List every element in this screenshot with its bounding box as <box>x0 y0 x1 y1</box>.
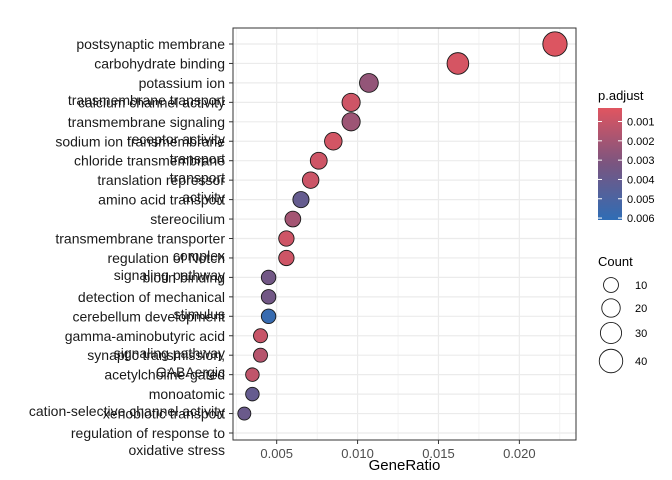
y-tick-label: transmembrane transporter complex <box>55 231 225 264</box>
data-point <box>292 191 310 209</box>
y-tick-label: potassium ion transmembrane transport <box>68 75 225 108</box>
data-point <box>278 230 295 247</box>
size-legend-circle <box>603 277 619 293</box>
size-legend-label: 20 <box>635 303 647 315</box>
y-tick-label: regulation of Notch signaling pathway <box>107 250 225 283</box>
x-axis: 0.005 0.010 0.015 0.020 <box>260 440 536 461</box>
y-tick-label: synaptic transmission, GABAergic <box>87 347 225 380</box>
y-tick-label: translation repressor activity <box>97 172 225 205</box>
panel-border <box>232 27 577 441</box>
data-point <box>278 249 295 267</box>
y-tick-label: chloride transmembrane transport <box>74 153 225 186</box>
x-tick-label: 0.010 <box>341 446 374 461</box>
y-tick-label: calcium channel activity <box>78 94 225 110</box>
data-point <box>341 112 361 132</box>
size-legend-label: 10 <box>635 280 647 292</box>
y-tick-label: monoatomic cation-selective channel activ… <box>29 386 225 419</box>
y-tick-label: biotin binding <box>142 269 225 285</box>
data-point <box>245 367 260 382</box>
data-point <box>260 289 277 305</box>
data-point <box>253 328 268 344</box>
y-tick-label: acetylcholine-gated <box>104 367 225 383</box>
color-legend-label: 0.004 <box>627 174 655 186</box>
y-tick-label: stereocilium <box>150 211 225 227</box>
points <box>237 31 568 421</box>
legend: p.adjust 0.001 0.002 0.003 0.004 0.005 0.006 Co… <box>598 88 655 374</box>
data-point <box>446 52 470 75</box>
data-point <box>324 132 343 151</box>
data-point <box>309 151 328 170</box>
y-tick-label: xenobiotic transport <box>103 406 225 422</box>
y-tick-label: gamma-aminobutyric acid signaling pathway <box>65 328 225 361</box>
y-tick-label: sodium ion transmembrane transport <box>55 133 225 166</box>
x-axis-title: GeneRatio <box>369 457 441 474</box>
y-tick-label: carbohydrate binding <box>94 55 225 71</box>
y-tick-label: amino acid transport <box>98 192 225 208</box>
color-legend-label: 0.006 <box>627 213 655 225</box>
grid <box>233 28 576 440</box>
y-axis: postsynaptic membrane carbohydrate bindin… <box>29 36 233 458</box>
data-point <box>245 386 260 402</box>
color-legend-label: 0.005 <box>627 194 655 206</box>
data-point <box>237 406 252 421</box>
y-tick-label: regulation of response to oxidative stres… <box>71 425 225 458</box>
x-tick-label: 0.020 <box>503 446 536 461</box>
y-tick-label: postsynaptic membrane <box>76 36 225 52</box>
size-legend-title: Count <box>598 254 633 269</box>
data-point <box>284 210 302 228</box>
x-tick-label: 0.005 <box>260 446 293 461</box>
color-legend-title: p.adjust <box>598 88 644 103</box>
y-tick-label: detection of mechanical stimulus <box>78 289 225 322</box>
data-point <box>359 73 379 93</box>
y-tick-label: transmembrane signaling receptor activity <box>68 114 225 147</box>
y-tick-label: cerebellum development <box>72 308 225 324</box>
data-point <box>260 269 277 286</box>
data-point <box>260 308 277 324</box>
data-point <box>542 31 568 57</box>
data-point <box>301 171 320 189</box>
color-legend-label: 0.001 <box>627 117 655 129</box>
size-legend-circle <box>601 298 621 318</box>
size-legend-label: 30 <box>635 328 647 340</box>
color-legend-label: 0.002 <box>627 136 655 148</box>
data-point <box>253 347 268 363</box>
color-bar <box>598 108 622 220</box>
size-legend-circle <box>598 348 624 374</box>
color-legend-label: 0.003 <box>627 155 655 167</box>
data-point <box>341 92 361 112</box>
size-legend-circle <box>599 321 623 345</box>
size-legend-label: 40 <box>635 356 647 368</box>
x-tick-label: 0.015 <box>422 446 455 461</box>
